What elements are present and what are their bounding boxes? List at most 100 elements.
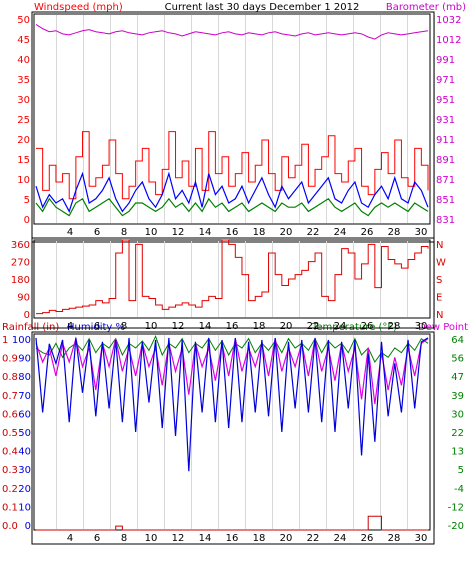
x-tick-label: 6: [94, 533, 100, 544]
windspeed-tick-label: 40: [17, 55, 30, 66]
rainfall-tick-label: 0.0: [2, 521, 18, 532]
x-tick-label: 18: [253, 227, 266, 238]
barometer-tick-label: 931: [436, 115, 455, 126]
humidity-tick-label: 10: [18, 502, 31, 513]
rainfall-tick-label: 1: [2, 335, 8, 346]
rainfall-tick-label: 0.8: [2, 372, 18, 383]
x-tick-label: 30: [415, 533, 428, 544]
rainfall-tick-label: 0.2: [2, 484, 18, 495]
x-tick-label: 10: [145, 227, 158, 238]
humidity-tick-label: 60: [18, 409, 31, 420]
humidity-tick-label: 90: [18, 354, 31, 365]
x-tick-label: 30: [415, 321, 428, 332]
barometer-axis-label: Barometer (mb): [386, 2, 466, 13]
compass-tick-label: N: [436, 310, 443, 321]
windspeed-tick-label: 35: [17, 75, 30, 86]
x-tick-label: 20: [280, 321, 293, 332]
gust-series: [36, 131, 429, 200]
x-tick-label: 16: [226, 227, 239, 238]
barometer-tick-label: 911: [436, 135, 455, 146]
barometer-tick-label: 971: [436, 75, 455, 86]
direction-tick-label: 180: [11, 275, 30, 286]
temperature-tick-label: 47: [451, 372, 464, 383]
x-tick-label: 16: [226, 321, 239, 332]
wind-min-series: [35, 197, 429, 217]
x-tick-label: 28: [388, 533, 401, 544]
barometer-series: [35, 24, 429, 40]
direction-tick-label: 90: [17, 293, 30, 304]
direction-tick-label: 270: [11, 258, 30, 269]
x-tick-label: 22: [307, 533, 320, 544]
x-tick-label: 12: [172, 533, 185, 544]
rainfall-tick-label: 0.9: [2, 354, 18, 365]
dewpoint-axis-label: Dew Point: [418, 322, 468, 333]
x-tick-label: 4: [67, 533, 73, 544]
rainfall-axis-label: Rainfall (in): [2, 322, 59, 333]
plot-frame: [33, 239, 431, 319]
rainfall-tick-label: 0.3: [2, 465, 18, 476]
compass-tick-label: S: [436, 275, 442, 286]
humidity-tick-label: 70: [18, 391, 31, 402]
rainfall-tick-label: 0.4: [2, 447, 18, 458]
windspeed-axis-label: Windspeed (mph): [34, 2, 123, 13]
x-tick-label: 8: [121, 533, 127, 544]
x-tick-label: 4: [67, 227, 73, 238]
x-tick-label: 24: [334, 321, 347, 332]
windspeed-tick-label: 20: [17, 135, 30, 146]
x-tick-label: 30: [415, 227, 428, 238]
x-tick-label: 24: [334, 227, 347, 238]
barometer-tick-label: 891: [436, 155, 455, 166]
temperature-tick-label: -12: [448, 502, 464, 513]
windspeed-tick-label: 25: [17, 115, 30, 126]
humidity-tick-label: 0: [25, 521, 31, 532]
wind-avg-series: [35, 171, 429, 213]
x-tick-label: 6: [94, 227, 100, 238]
humidity-tick-label: 80: [18, 372, 31, 383]
x-tick-label: 14: [199, 321, 212, 332]
windspeed-tick-label: 10: [17, 175, 30, 186]
compass-tick-label: E: [436, 293, 442, 304]
windspeed-tick-label: 15: [17, 155, 30, 166]
temperature-tick-label: 64: [451, 335, 464, 346]
windspeed-tick-label: 30: [17, 95, 30, 106]
x-tick-label: 26: [361, 321, 374, 332]
rainfall-tick-label: 0.5: [2, 428, 18, 439]
windspeed-tick-label: 5: [24, 195, 30, 206]
direction-tick-label: 0: [24, 310, 30, 321]
windspeed-tick-label: 45: [17, 35, 30, 46]
plot-frame: [33, 13, 431, 225]
x-tick-label: 14: [199, 533, 212, 544]
panel-border: [31, 11, 435, 243]
panel-border: [31, 237, 435, 329]
x-tick-label: 28: [388, 227, 401, 238]
x-tick-label: 12: [172, 321, 185, 332]
x-tick-label: 10: [145, 533, 158, 544]
x-tick-label: 22: [307, 321, 320, 332]
temperature-tick-label: 30: [451, 409, 464, 420]
humidity-tick-label: 100: [12, 335, 31, 346]
windspeed-tick-label: 0: [24, 215, 30, 226]
rainfall-tick-label: 0.1: [2, 502, 18, 513]
humidity-tick-label: 40: [18, 447, 31, 458]
direction-series: [36, 239, 429, 315]
x-tick-label: 18: [253, 533, 266, 544]
temperature-tick-label: 39: [451, 391, 464, 402]
windspeed-tick-label: 50: [17, 15, 30, 26]
barometer-tick-label: 1032: [436, 15, 461, 26]
temperature-tick-label: 56: [451, 354, 464, 365]
x-tick-label: 6: [94, 321, 100, 332]
x-tick-label: 4: [67, 321, 73, 332]
x-tick-label: 26: [361, 533, 374, 544]
compass-tick-label: W: [436, 258, 446, 269]
x-tick-label: 10: [145, 321, 158, 332]
panel-border: [31, 331, 435, 545]
x-tick-label: 24: [334, 533, 347, 544]
humidity-tick-label: 50: [18, 428, 31, 439]
x-tick-label: 20: [280, 227, 293, 238]
temperature-series: [35, 335, 429, 363]
chart-title: Current last 30 days December 1 2012: [165, 2, 360, 13]
rainfall-tick-label: 0.6: [2, 409, 18, 420]
x-tick-label: 26: [361, 227, 374, 238]
temperature-tick-label: -4: [454, 484, 464, 495]
